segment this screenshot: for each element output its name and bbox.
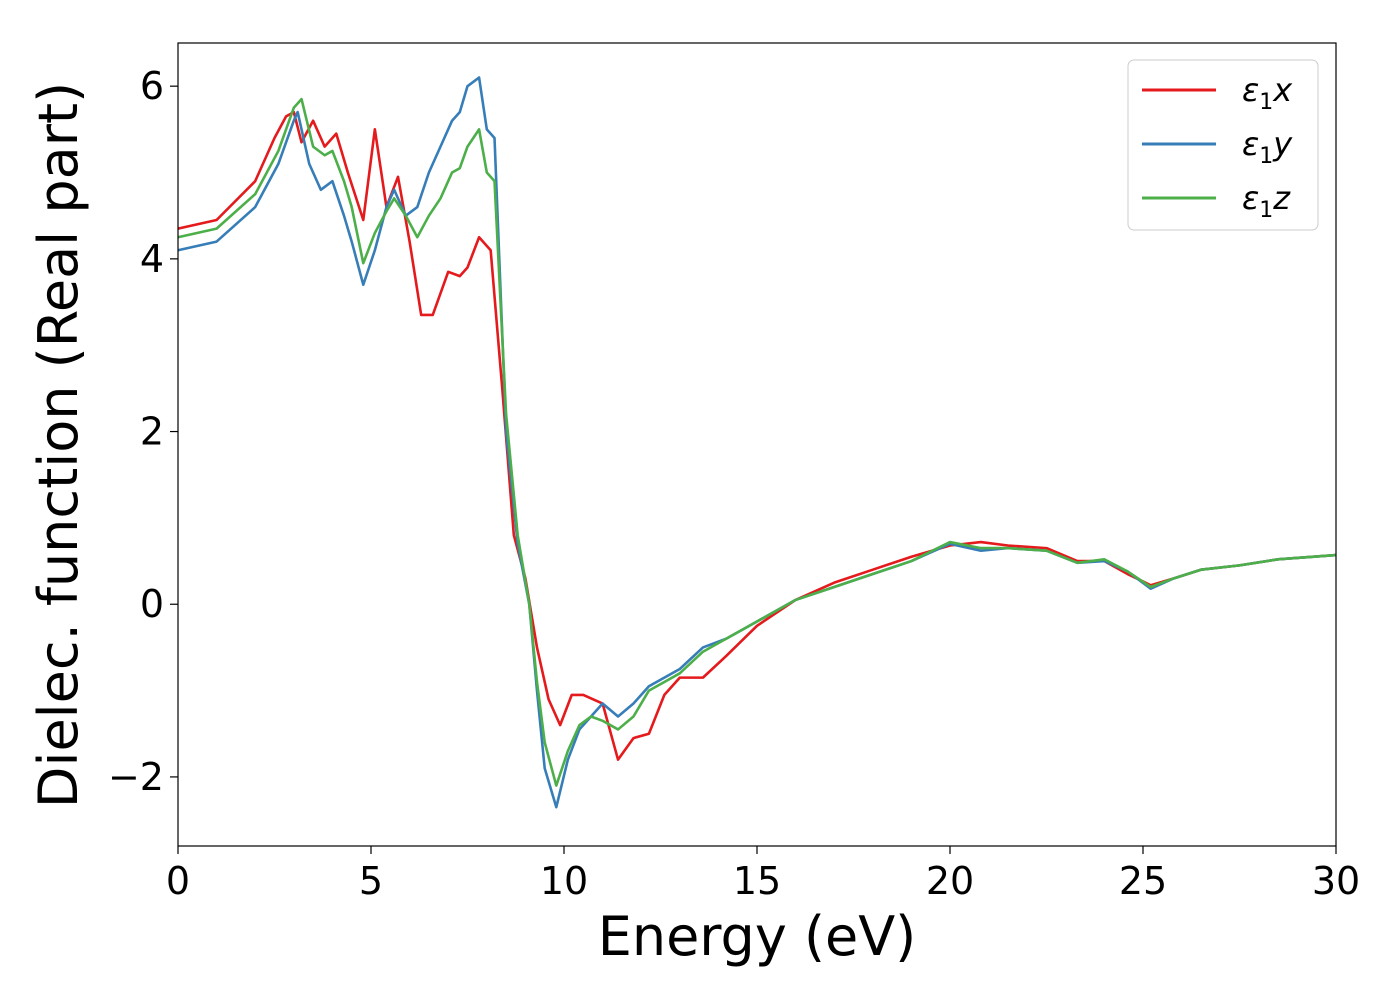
x-tick-label: 15 <box>733 859 781 903</box>
x-axis-title: Energy (eV) <box>598 905 917 968</box>
series-layer <box>177 76 1337 809</box>
x-tick-label: 20 <box>926 859 974 903</box>
y-tick-label: 2 <box>140 410 164 454</box>
legend-label-z: ε1z <box>1242 179 1291 223</box>
x-axis: 0 5 10 15 20 25 30 <box>166 846 1360 903</box>
y-tick-label: 0 <box>140 582 164 626</box>
legend-label-y: ε1y <box>1242 125 1293 169</box>
x-tick-label: 25 <box>1119 859 1167 903</box>
legend: ε1x ε1y ε1z <box>1127 59 1319 231</box>
legend-label-x: ε1x <box>1242 71 1293 115</box>
x-tick-label: 10 <box>540 859 588 903</box>
x-tick-label: 5 <box>359 859 383 903</box>
x-tick-label: 0 <box>166 859 190 903</box>
x-tick-label: 30 <box>1312 859 1360 903</box>
legend-box <box>1127 59 1319 231</box>
y-tick-label: −2 <box>108 755 164 799</box>
y-axis-title: Dielec. function (Real part) <box>27 82 90 808</box>
y-tick-label: 6 <box>140 64 164 108</box>
series-line-x <box>177 110 1337 761</box>
series-line-z <box>177 97 1337 787</box>
y-axis: −2 0 2 4 6 <box>108 64 178 799</box>
y-tick-label: 4 <box>140 237 164 281</box>
